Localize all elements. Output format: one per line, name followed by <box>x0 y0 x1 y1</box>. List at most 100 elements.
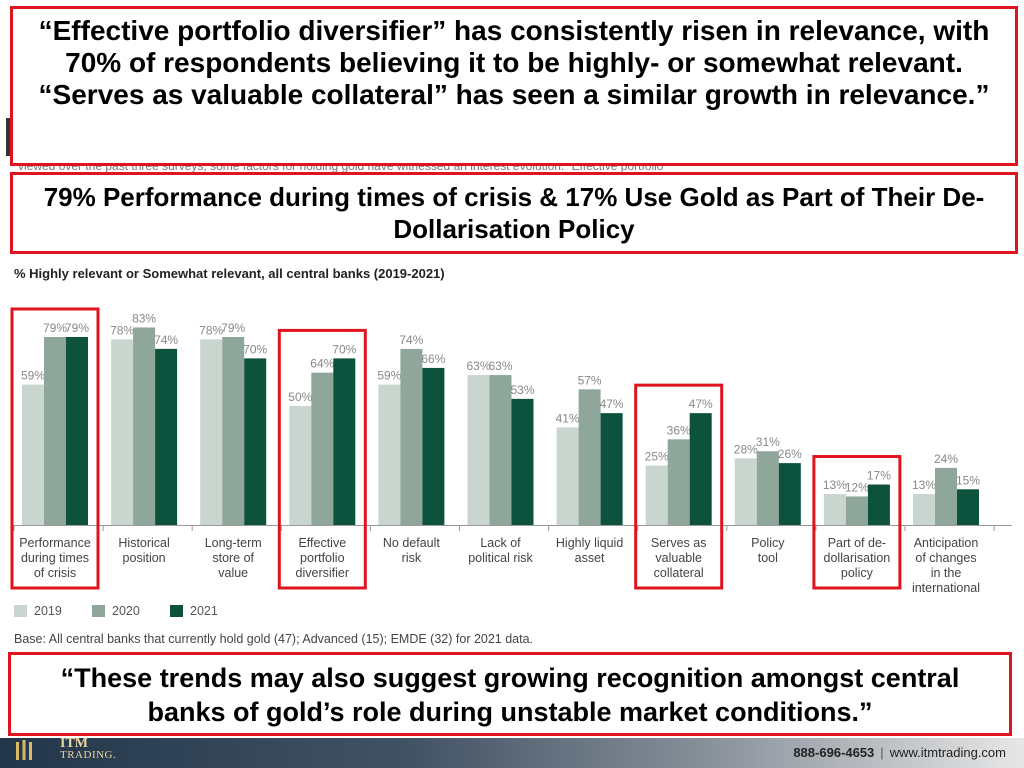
category-label: Performance <box>19 536 91 550</box>
data-label: 25% <box>645 450 669 464</box>
category-label: Long-term <box>205 536 262 550</box>
contact-separator: | <box>880 745 884 760</box>
category-label: Part of de- <box>828 536 886 550</box>
footer-bar <box>0 738 1024 768</box>
bar-2019-10 <box>913 494 935 525</box>
contact-info: 888-696-4653 | www.itmtrading.com <box>793 745 1006 760</box>
data-label: 59% <box>21 369 45 383</box>
data-label: 66% <box>421 352 445 366</box>
base-note: Base: All central banks that currently h… <box>14 632 533 646</box>
category-label: position <box>123 551 166 565</box>
category-label: store of <box>212 551 254 565</box>
data-label: 79% <box>221 321 245 335</box>
chart-title: % Highly relevant or Somewhat relevant, … <box>14 266 445 281</box>
bar-2020-0 <box>44 336 66 525</box>
data-label: 13% <box>912 478 936 492</box>
data-label: 53% <box>510 383 534 397</box>
category-label: valuable <box>655 551 702 565</box>
legend-swatch-2021 <box>170 605 183 617</box>
bar-2020-10 <box>935 467 957 525</box>
data-label: 74% <box>154 333 178 347</box>
data-label: 59% <box>377 369 401 383</box>
category-label: dollarisation <box>824 551 891 565</box>
category-label: Highly liquid <box>556 536 623 550</box>
bar-2021-7 <box>689 413 712 525</box>
category-label: diversifier <box>296 566 350 580</box>
data-label: 79% <box>43 321 67 335</box>
highlight-box <box>812 455 902 590</box>
category-label: international <box>912 581 980 595</box>
data-label: 79% <box>65 321 89 335</box>
bar-2019-7 <box>645 465 668 525</box>
category-label: Policy <box>751 536 785 550</box>
data-label: 63% <box>466 359 490 373</box>
bar-2021-3 <box>333 358 356 525</box>
category-label: Anticipation <box>914 536 979 550</box>
category-label: political risk <box>468 551 533 565</box>
data-label: 31% <box>756 435 780 449</box>
callout-top: “Effective portfolio diversifier” has co… <box>10 6 1018 166</box>
callout-bottom: “These trends may also suggest growing r… <box>8 652 1012 736</box>
bar-2020-9 <box>845 496 868 525</box>
bar-2019-3 <box>289 406 312 525</box>
category-label: value <box>218 566 248 580</box>
bar-2020-3 <box>311 372 334 525</box>
bar-2019-0 <box>22 384 44 525</box>
data-label: 24% <box>934 452 958 466</box>
category-label: Serves as <box>651 536 707 550</box>
category-label: of crisis <box>34 566 76 580</box>
data-label: 70% <box>332 342 356 356</box>
category-label: of changes <box>915 551 976 565</box>
highlight-box <box>277 328 367 590</box>
category-label: portfolio <box>300 551 345 565</box>
data-label: 63% <box>488 359 512 373</box>
highlight-box <box>10 307 100 590</box>
callout-middle: 79% Performance during times of crisis &… <box>10 172 1018 254</box>
bar-2021-0 <box>66 336 88 525</box>
category-label: policy <box>841 566 874 580</box>
itm-logo-icon <box>16 740 32 760</box>
data-label: 70% <box>243 342 267 356</box>
category-label: No default <box>383 536 441 550</box>
category-label: tool <box>758 551 778 565</box>
data-label: 78% <box>110 323 134 337</box>
data-label: 57% <box>578 373 602 387</box>
legend-swatch-2020 <box>92 605 105 617</box>
data-label: 47% <box>689 397 713 411</box>
bar-2019-1 <box>111 339 134 525</box>
bar-2020-6 <box>578 389 601 525</box>
data-label: 13% <box>823 478 847 492</box>
data-label: 64% <box>310 357 334 371</box>
data-label: 36% <box>667 423 691 437</box>
data-label: 83% <box>132 311 156 325</box>
data-label: 41% <box>556 411 580 425</box>
logo-subtext: TRADING. <box>60 749 117 761</box>
category-label: collateral <box>654 566 704 580</box>
highlight-box <box>634 383 724 590</box>
data-label: 28% <box>734 442 758 456</box>
category-label: Historical <box>118 536 169 550</box>
bar-2019-5 <box>467 375 490 525</box>
data-label: 15% <box>956 473 980 487</box>
bar-2020-7 <box>667 439 690 525</box>
bar-2021-5 <box>511 398 534 525</box>
website-link[interactable]: www.itmtrading.com <box>889 745 1006 760</box>
bar-2021-2 <box>244 358 267 525</box>
bar-2021-1 <box>155 348 178 525</box>
bar-2020-1 <box>133 327 156 525</box>
logo-text: ITM <box>60 736 88 751</box>
bar-2020-5 <box>489 375 512 525</box>
phone-number: 888-696-4653 <box>793 745 875 760</box>
bar-2021-8 <box>778 463 801 525</box>
data-label: 78% <box>199 323 223 337</box>
bar-2020-4 <box>400 348 423 525</box>
legend-label: 2020 <box>112 604 140 618</box>
category-label: in the <box>931 566 962 580</box>
category-label: asset <box>575 551 605 565</box>
bar-2019-4 <box>378 384 401 525</box>
category-label: Lack of <box>480 536 521 550</box>
bar-2020-2 <box>222 336 245 525</box>
category-label: risk <box>402 551 422 565</box>
